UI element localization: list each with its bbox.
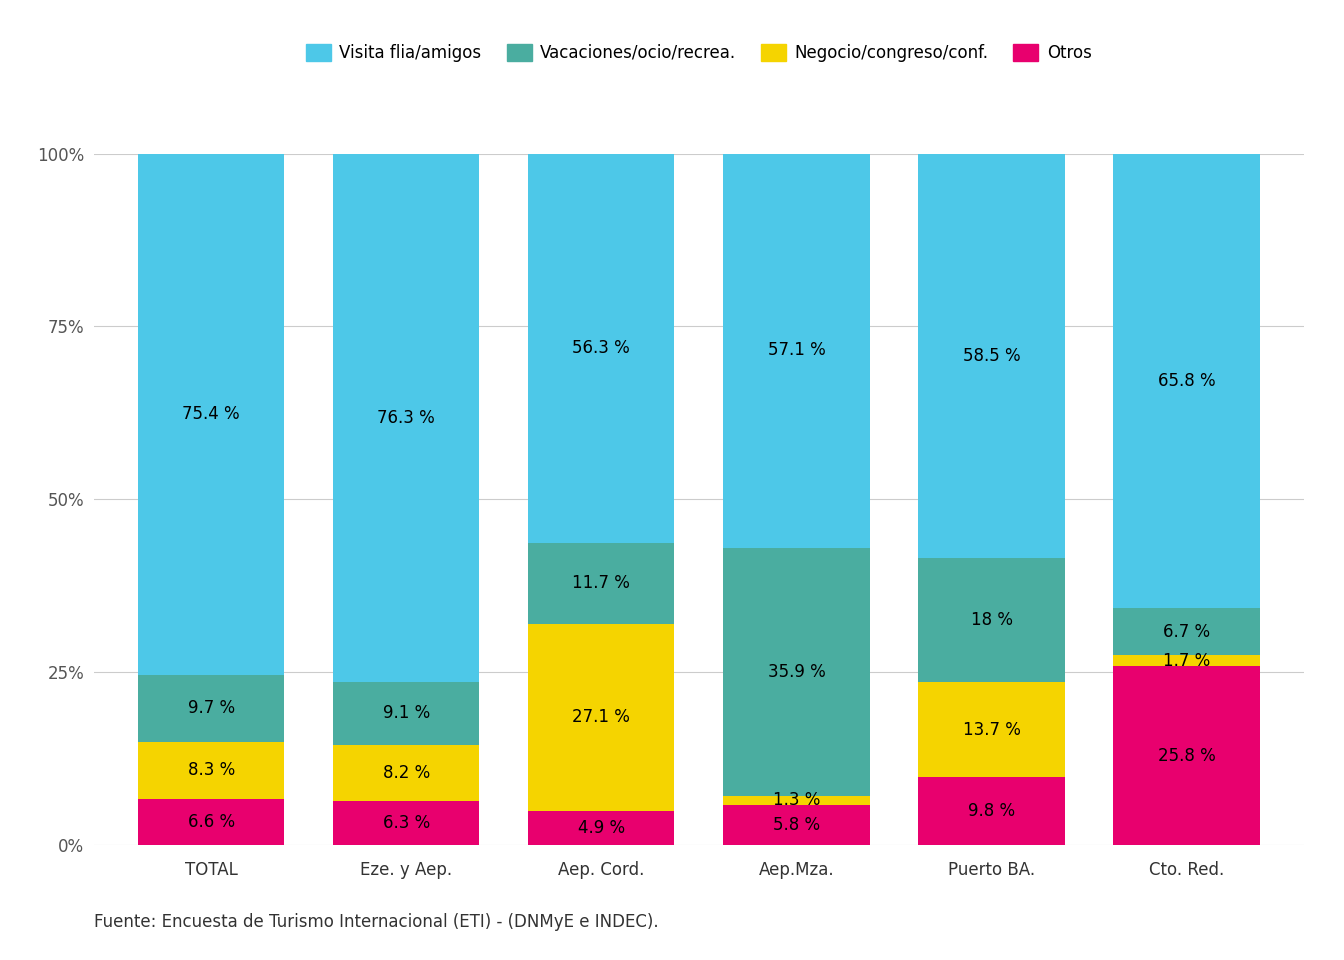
Text: 8.3 %: 8.3 % (188, 761, 235, 780)
Bar (918, 777, 1064, 845)
Text: 27.1 %: 27.1 % (573, 708, 630, 727)
Text: 75.4 %: 75.4 % (183, 405, 241, 423)
Bar (333, 155, 480, 682)
Bar (138, 675, 285, 742)
Text: 5.8 %: 5.8 % (773, 816, 820, 833)
Text: 4.9 %: 4.9 % (578, 819, 625, 837)
Text: 11.7 %: 11.7 % (573, 574, 630, 592)
Text: 25.8 %: 25.8 % (1157, 747, 1215, 764)
Bar (1113, 655, 1259, 666)
Bar (1113, 666, 1259, 845)
Bar (918, 154, 1064, 558)
Bar (528, 811, 675, 845)
Text: 1.3 %: 1.3 % (773, 791, 820, 809)
Text: 13.7 %: 13.7 % (962, 721, 1020, 738)
Bar (333, 745, 480, 802)
Bar (1113, 154, 1259, 609)
Bar (918, 558, 1064, 683)
Text: 8.2 %: 8.2 % (383, 764, 430, 781)
Text: 76.3 %: 76.3 % (378, 409, 435, 427)
Text: 18 %: 18 % (970, 612, 1012, 629)
Legend: Visita flia/amigos, Vacaciones/ocio/recrea., Negocio/congreso/conf., Otros: Visita flia/amigos, Vacaciones/ocio/recr… (300, 37, 1098, 68)
Bar (918, 683, 1064, 777)
Text: 9.8 %: 9.8 % (968, 802, 1015, 820)
Text: 65.8 %: 65.8 % (1157, 372, 1215, 390)
Bar (528, 542, 675, 624)
Bar (723, 804, 870, 845)
Text: 56.3 %: 56.3 % (573, 339, 630, 357)
Bar (333, 802, 480, 845)
Text: 57.1 %: 57.1 % (767, 341, 825, 359)
Text: Fuente: Encuesta de Turismo Internacional (ETI) - (DNMyE e INDEC).: Fuente: Encuesta de Turismo Internaciona… (94, 913, 659, 931)
Bar (138, 742, 285, 799)
Bar (138, 154, 285, 675)
Bar (723, 796, 870, 804)
Text: 35.9 %: 35.9 % (767, 662, 825, 681)
Bar (723, 547, 870, 796)
Text: 6.7 %: 6.7 % (1163, 623, 1210, 640)
Bar (138, 799, 285, 845)
Text: 58.5 %: 58.5 % (962, 347, 1020, 365)
Text: 6.3 %: 6.3 % (383, 814, 430, 832)
Bar (1113, 609, 1259, 655)
Bar (723, 153, 870, 547)
Bar (528, 154, 675, 542)
Bar (333, 682, 480, 745)
Text: 9.1 %: 9.1 % (383, 704, 430, 722)
Text: 9.7 %: 9.7 % (188, 699, 235, 717)
Text: 1.7 %: 1.7 % (1163, 652, 1210, 669)
Text: 6.6 %: 6.6 % (188, 813, 235, 831)
Bar (528, 624, 675, 811)
